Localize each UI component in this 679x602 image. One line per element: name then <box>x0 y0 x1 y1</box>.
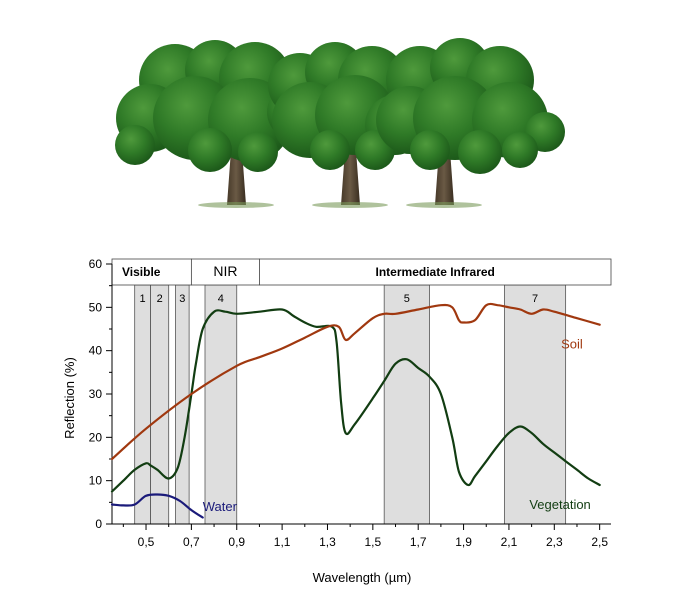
region-label: NIR <box>213 263 237 279</box>
y-axis-label: Reflection (%) <box>62 357 77 439</box>
region-label: Intermediate Infrared <box>376 265 495 279</box>
band-label: 7 <box>532 293 538 305</box>
band-label: 4 <box>218 293 224 305</box>
band-2 <box>150 284 170 525</box>
x-tick-label: 2,3 <box>546 535 563 549</box>
x-tick-label: 0,7 <box>183 535 200 549</box>
series-label-soil: Soil <box>561 337 583 352</box>
region-box <box>190 258 260 286</box>
y-tick-label: 60 <box>89 257 103 271</box>
x-tick-label: 0,5 <box>138 535 155 549</box>
x-tick-label: 1,1 <box>274 535 291 549</box>
series-line-water <box>110 493 204 519</box>
x-axis-label: Wavelength (µm) <box>313 570 412 585</box>
series-line-vegetation <box>110 308 601 493</box>
x-tick-label: 1,3 <box>319 535 336 549</box>
band-label: 5 <box>404 293 410 305</box>
y-tick-label: 30 <box>89 387 103 401</box>
region-box <box>259 258 612 286</box>
band-label: 2 <box>157 293 163 305</box>
x-tick-label: 1,7 <box>410 535 427 549</box>
x-tick-label: 0,9 <box>228 535 245 549</box>
x-tick-label: 1,9 <box>455 535 472 549</box>
x-tick-label: 2,5 <box>591 535 608 549</box>
band-label: 1 <box>140 293 146 305</box>
band-1 <box>134 284 151 525</box>
series-label-vegetation: Vegetation <box>529 497 590 512</box>
y-tick-label: 10 <box>89 474 103 488</box>
y-tick-label: 50 <box>89 300 103 314</box>
y-tick-label: 40 <box>89 344 103 358</box>
series-line-soil <box>110 302 601 461</box>
band-7 <box>503 284 567 525</box>
region-label: Visible <box>122 265 161 279</box>
x-tick-label: 1,5 <box>364 535 381 549</box>
x-tick-label: 2,1 <box>501 535 518 549</box>
tree-3 <box>376 38 565 208</box>
y-tick-label: 20 <box>89 430 103 444</box>
y-tick-label: 0 <box>95 517 102 531</box>
band-5 <box>383 284 430 525</box>
series-label-water: Water <box>203 499 238 514</box>
tree-illustration <box>115 38 565 208</box>
band-label: 3 <box>179 293 185 305</box>
band-4 <box>204 284 238 525</box>
